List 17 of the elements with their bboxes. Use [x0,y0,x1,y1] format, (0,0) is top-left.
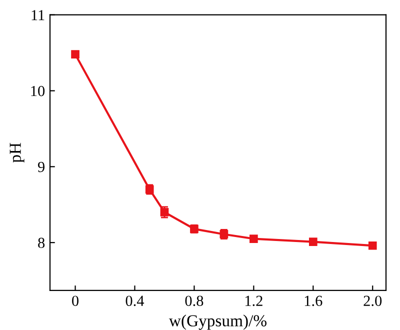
x-tick-label: 0.8 [185,296,204,306]
x-tick-label: 1.2 [245,296,262,306]
point [160,208,169,216]
y-tick-label: 11 [32,10,44,20]
x-tick-label: 2.0 [364,296,382,306]
x-axis-title: w(Gypsum)/% [168,314,266,330]
x-tick-label: 1.6 [304,296,322,306]
y-tick-label: 8 [38,238,45,248]
point [71,50,80,58]
x-tick-label: 0 [72,296,79,306]
x-tick-label: 0.4 [126,296,144,306]
point [308,238,318,246]
point [250,234,258,243]
y-tick-label: 10 [31,86,45,96]
point [368,241,377,250]
y-axis-title: pH [10,142,24,163]
y-tick-label: 9 [38,162,45,172]
